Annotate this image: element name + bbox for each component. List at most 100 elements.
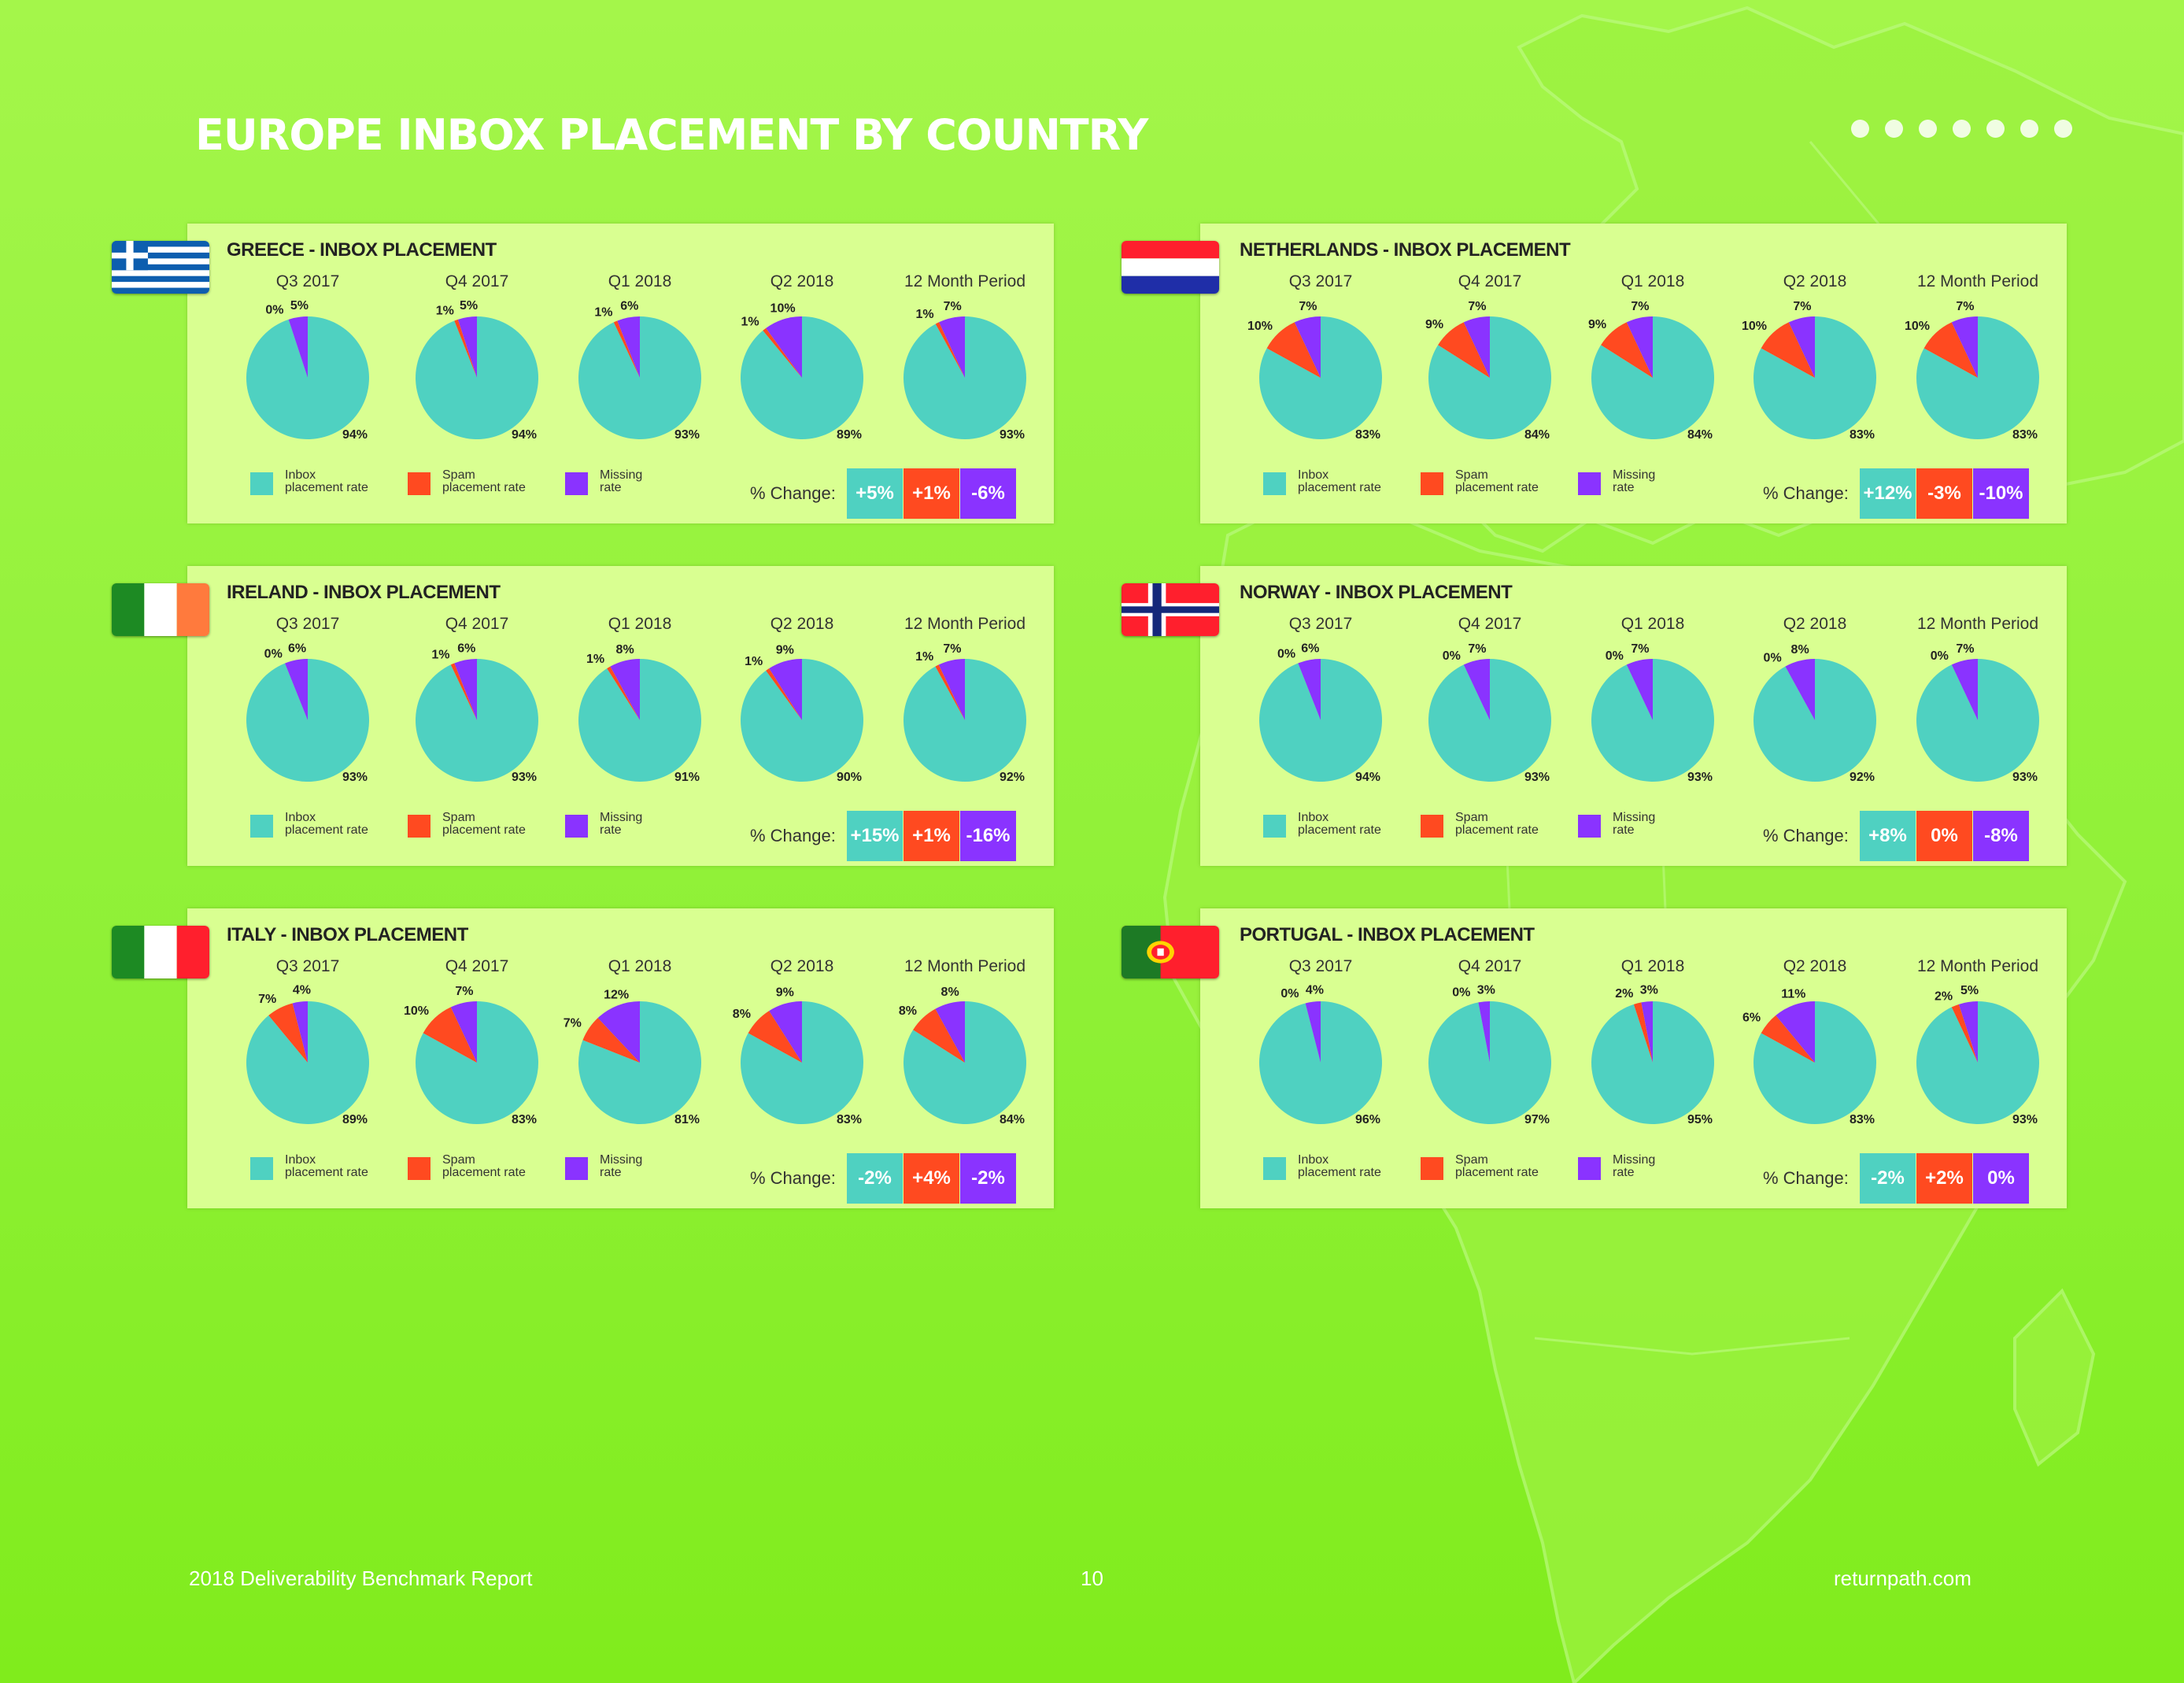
legend-inbox-label: Inbox [1298, 811, 1329, 824]
data-label-spam: 7% [258, 993, 276, 1006]
pie-slice-missing [617, 316, 640, 378]
pie-slice-missing [1951, 316, 1978, 378]
data-label-missing: 3% [1640, 983, 1658, 997]
pie-slice-missing [938, 659, 965, 720]
legend-spam-label-2: placement rate [442, 1166, 526, 1179]
pie-chart-area: Q3 2017 94% 6% 0% Q4 2017 93% 7% 0% Q1 2018 93% 7%… [1259, 615, 2039, 784]
data-label-inbox: 94% [342, 428, 368, 442]
data-label-inbox: 84% [1524, 428, 1550, 442]
data-label-missing: 6% [288, 642, 306, 656]
period-label: Q2 2018 [1783, 957, 1847, 975]
legend-spam-label-2: placement rate [442, 823, 526, 837]
legend-inbox-swatch [1263, 472, 1286, 495]
data-label-spam: 0% [265, 304, 283, 317]
pie-slice-inbox [904, 659, 1027, 782]
pie-slice-missing [1478, 1001, 1490, 1063]
period-label: 12 Month Period [1917, 957, 2038, 975]
data-label-inbox: 93% [674, 428, 700, 442]
legend-spam: Spam placement rate [408, 1154, 552, 1180]
legend-spam-label-2: placement rate [1455, 1166, 1539, 1179]
pie-slice-missing [766, 316, 802, 378]
legend-missing-swatch [565, 1157, 588, 1180]
page-title: EUROPE INBOX PLACEMENT BY COUNTRY [195, 110, 1148, 160]
pie-slice-spam [1951, 1004, 1978, 1063]
legend-missing: Missing rate [565, 812, 710, 838]
data-label-missing: 7% [1793, 300, 1811, 313]
change-missing: -6% [960, 468, 1016, 519]
data-label-missing: 5% [1960, 984, 1979, 997]
pie-slice-inbox [903, 316, 1026, 439]
pie-slice-missing [597, 1001, 640, 1063]
change-inbox: +15% [847, 811, 903, 861]
change-spam: 0% [1916, 811, 1972, 861]
period-label: Q1 2018 [608, 615, 672, 633]
pie-slice-spam [763, 327, 802, 378]
data-label-spam: 1% [431, 649, 449, 662]
data-label-spam: 0% [1452, 986, 1470, 1000]
change-spam: +1% [904, 468, 959, 519]
pie-slice-spam [607, 666, 640, 720]
pie-slice-inbox [1916, 659, 2039, 782]
pie-slice-inbox [578, 316, 701, 439]
legend-inbox-label: Inbox [1298, 1153, 1329, 1167]
period-label: 12 Month Period [904, 957, 1025, 975]
decorative-dots [1851, 120, 2072, 138]
legend-spam: Spam placement rate [1421, 469, 1565, 495]
data-label-spam: 1% [594, 306, 612, 320]
legend-missing-swatch [1578, 815, 1601, 838]
pie-slice-missing [1463, 316, 1490, 378]
legend-inbox-label-2: placement rate [285, 481, 368, 494]
pie-chart-area: Q3 2017 96% 4% 0% Q4 2017 97% 3% 0% Q1 2018 95% 3%… [1258, 957, 2039, 1126]
data-label-missing: 12% [604, 988, 629, 1001]
data-label-missing: 9% [776, 644, 794, 657]
period-label: Q4 2017 [1458, 957, 1522, 975]
pie-slice-spam [748, 1011, 802, 1063]
pie-slice-missing [1305, 1001, 1321, 1063]
pie-slice-spam [1266, 322, 1321, 378]
data-label-inbox: 84% [1000, 1113, 1025, 1126]
data-label-spam: 0% [1606, 649, 1624, 663]
data-label-spam: 1% [741, 315, 759, 328]
data-label-missing: 8% [941, 986, 959, 999]
footer-website-link[interactable]: returnpath.com [1834, 1566, 1972, 1590]
pie-slice-spam [1761, 322, 1815, 378]
period-label: Q1 2018 [1621, 957, 1685, 975]
legend-missing-label: Missing [600, 468, 643, 482]
dot [2020, 120, 2038, 138]
data-label-missing: 4% [293, 984, 311, 997]
pie-slice-inbox [246, 316, 369, 439]
data-label-spam: 0% [1931, 649, 1949, 663]
pie-slice-inbox [578, 659, 702, 782]
pie-slice-spam [268, 1003, 308, 1063]
period-label: Q2 2018 [770, 615, 834, 633]
change-missing: -2% [960, 1153, 1016, 1204]
legend-spam-swatch [1421, 1157, 1443, 1180]
data-label-missing: 9% [776, 986, 794, 1000]
legend-spam-swatch [408, 472, 431, 495]
period-label: Q4 2017 [445, 615, 509, 633]
data-label-missing: 6% [1301, 642, 1319, 656]
data-label-missing: 11% [1781, 987, 1805, 1001]
pie-slice-spam [1601, 322, 1653, 378]
panel-title: ITALY - INBOX PLACEMENT [227, 924, 468, 945]
period-label: Q4 2017 [1458, 615, 1522, 633]
period-label: Q4 2017 [445, 272, 509, 290]
pie-slice-missing [939, 316, 965, 378]
pie-slice-inbox [416, 1001, 539, 1124]
data-label-inbox: 89% [342, 1113, 368, 1126]
pie-slice-inbox [1428, 1001, 1551, 1124]
data-label-missing: 6% [620, 300, 638, 313]
pie-slice-missing [1626, 316, 1653, 378]
legend-inbox: Inbox placement rate [1263, 469, 1408, 495]
change-inbox: +8% [1860, 811, 1916, 861]
legend-spam-swatch [1421, 472, 1443, 495]
period-label: Q1 2018 [1621, 615, 1685, 633]
data-label-inbox: 89% [837, 428, 862, 442]
data-label-spam: 6% [1742, 1011, 1761, 1024]
period-label: Q2 2018 [1783, 272, 1847, 290]
pie-slice-missing [1785, 659, 1815, 720]
change-spam: +4% [904, 1153, 959, 1204]
pie-slice-inbox [741, 1001, 863, 1124]
legend-spam-label-2: placement rate [1455, 823, 1539, 837]
legend-missing-label-2: rate [600, 823, 622, 837]
